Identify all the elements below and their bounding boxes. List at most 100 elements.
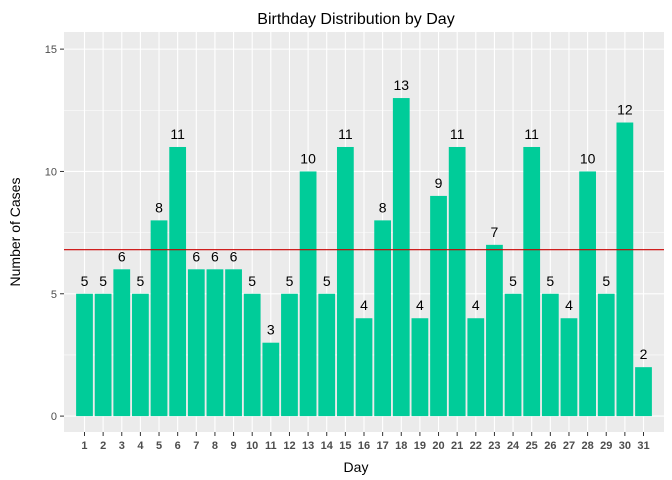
bar — [150, 220, 168, 417]
bar-value-label: 10 — [300, 150, 316, 166]
bar — [318, 293, 336, 417]
bar-value-label: 11 — [338, 126, 353, 142]
bar-value-label: 12 — [617, 102, 633, 118]
y-tick-label: 0 — [51, 411, 57, 423]
x-tick-label: 20 — [432, 440, 444, 452]
chart-title: Birthday Distribution by Day — [257, 11, 454, 28]
bar-value-label: 5 — [248, 273, 256, 289]
y-axis-ticks: 0 5 10 15 — [45, 44, 64, 423]
bar-value-label: 2 — [640, 346, 648, 362]
x-tick-label: 3 — [119, 440, 125, 452]
bar-value-label: 8 — [379, 199, 387, 215]
x-tick-label: 13 — [302, 440, 314, 452]
x-tick-label: 22 — [470, 440, 482, 452]
x-tick-label: 17 — [377, 440, 389, 452]
bar — [299, 171, 317, 417]
bar-value-label: 5 — [602, 273, 610, 289]
bar — [113, 269, 131, 417]
x-tick-label: 16 — [358, 440, 370, 452]
bar — [616, 122, 634, 417]
bar-value-label: 5 — [509, 273, 517, 289]
x-tick-label: 31 — [637, 440, 649, 452]
bar — [187, 269, 205, 417]
bar — [206, 269, 224, 417]
bar-value-label: 9 — [435, 175, 443, 191]
bar-value-label: 5 — [81, 273, 89, 289]
bar — [560, 318, 578, 417]
bar-value-label: 5 — [99, 273, 107, 289]
y-tick-label: 5 — [51, 289, 57, 301]
bar — [541, 293, 559, 417]
x-tick-label: 12 — [283, 440, 295, 452]
bar — [597, 293, 615, 417]
bar-value-label: 8 — [155, 199, 163, 215]
bar — [336, 146, 354, 417]
x-tick-label: 29 — [600, 440, 612, 452]
bar — [374, 220, 392, 417]
bar — [243, 293, 261, 417]
bar-series — [76, 98, 652, 417]
bar-value-label: 11 — [450, 126, 465, 142]
x-tick-label: 11 — [265, 440, 277, 452]
x-tick-label: 23 — [488, 440, 500, 452]
bar — [448, 146, 466, 417]
x-tick-label: 10 — [246, 440, 258, 452]
x-tick-label: 24 — [507, 440, 520, 452]
x-tick-label: 19 — [414, 440, 426, 452]
bar-value-label: 4 — [360, 297, 368, 313]
bar-value-label: 7 — [491, 224, 499, 240]
y-tick-label: 10 — [45, 166, 57, 178]
y-axis-label: Number of Cases — [7, 178, 23, 287]
bar-value-label: 6 — [118, 248, 126, 264]
bar — [132, 293, 149, 417]
x-tick-label: 14 — [321, 440, 334, 452]
bar — [169, 146, 187, 417]
bar — [76, 293, 93, 417]
x-tick-label: 28 — [581, 440, 593, 452]
x-tick-label: 27 — [563, 440, 575, 452]
bar-value-label: 11 — [170, 126, 185, 142]
x-tick-label: 2 — [100, 440, 106, 452]
bar — [355, 318, 373, 417]
x-tick-label: 5 — [156, 440, 162, 452]
bar — [430, 195, 447, 417]
bar-value-label: 5 — [286, 273, 294, 289]
bar-value-label: 5 — [323, 273, 331, 289]
x-tick-label: 4 — [137, 440, 144, 452]
x-tick-label: 21 — [451, 440, 463, 452]
x-tick-label: 6 — [175, 440, 181, 452]
x-axis-label: Day — [344, 459, 369, 475]
x-tick-label: 26 — [544, 440, 556, 452]
bar-value-label: 4 — [416, 297, 424, 313]
bar — [392, 98, 410, 417]
bar — [411, 318, 429, 417]
bar-value-label: 5 — [546, 273, 554, 289]
bar — [225, 269, 242, 417]
x-tick-label: 7 — [193, 440, 199, 452]
bar — [486, 244, 503, 417]
bar — [467, 318, 485, 417]
x-axis-ticks: 1 2 3 4 5 6 7 8 9 10 11 12 13 14 15 16 17 18 19 20 21 22 23 24 2… — [81, 432, 650, 452]
bar — [262, 342, 280, 417]
bar — [504, 293, 522, 417]
bar-value-label: 4 — [472, 297, 480, 313]
bar — [281, 293, 298, 417]
bar-value-label: 13 — [393, 77, 409, 93]
bar-value-label: 11 — [524, 126, 539, 142]
bar — [523, 146, 541, 417]
bar-value-label: 3 — [267, 322, 275, 338]
bar-value-label: 5 — [136, 273, 144, 289]
bar — [635, 367, 652, 417]
x-tick-label: 18 — [395, 440, 407, 452]
bar-value-label: 4 — [565, 297, 573, 313]
bar-value-label: 6 — [230, 248, 238, 264]
x-tick-label: 1 — [81, 440, 87, 452]
x-tick-label: 25 — [526, 440, 538, 452]
bar-value-label: 6 — [211, 248, 219, 264]
x-tick-label: 8 — [212, 440, 218, 452]
x-tick-label: 9 — [231, 440, 237, 452]
bar — [94, 293, 112, 417]
bar-value-label: 6 — [192, 248, 200, 264]
